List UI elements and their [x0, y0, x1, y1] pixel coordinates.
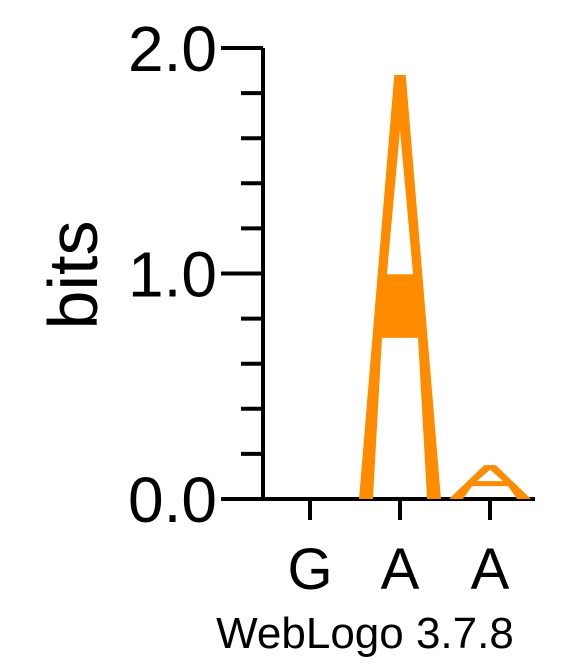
logo-letters [359, 75, 531, 499]
letter-A-pos3 [449, 465, 531, 499]
letter-A-counter [386, 130, 414, 275]
letter-A-body [449, 465, 531, 499]
x-tick-label: G [287, 537, 332, 602]
x-tick-label: A [381, 537, 420, 602]
letter-A-pos2 [359, 75, 441, 499]
footer-credit: WebLogo 3.7.8 [216, 609, 514, 658]
y-tick-label: 0.0 [128, 464, 217, 536]
x-tick-label: A [471, 537, 510, 602]
y-tick-label: 1.0 [128, 239, 217, 311]
letter-A-counter [476, 469, 504, 482]
y-axis: 0.0 1.0 2.0 [128, 13, 265, 536]
y-axis-label: bits [34, 221, 112, 330]
y-tick-label: 2.0 [128, 13, 217, 85]
letter-A-body [359, 75, 441, 499]
